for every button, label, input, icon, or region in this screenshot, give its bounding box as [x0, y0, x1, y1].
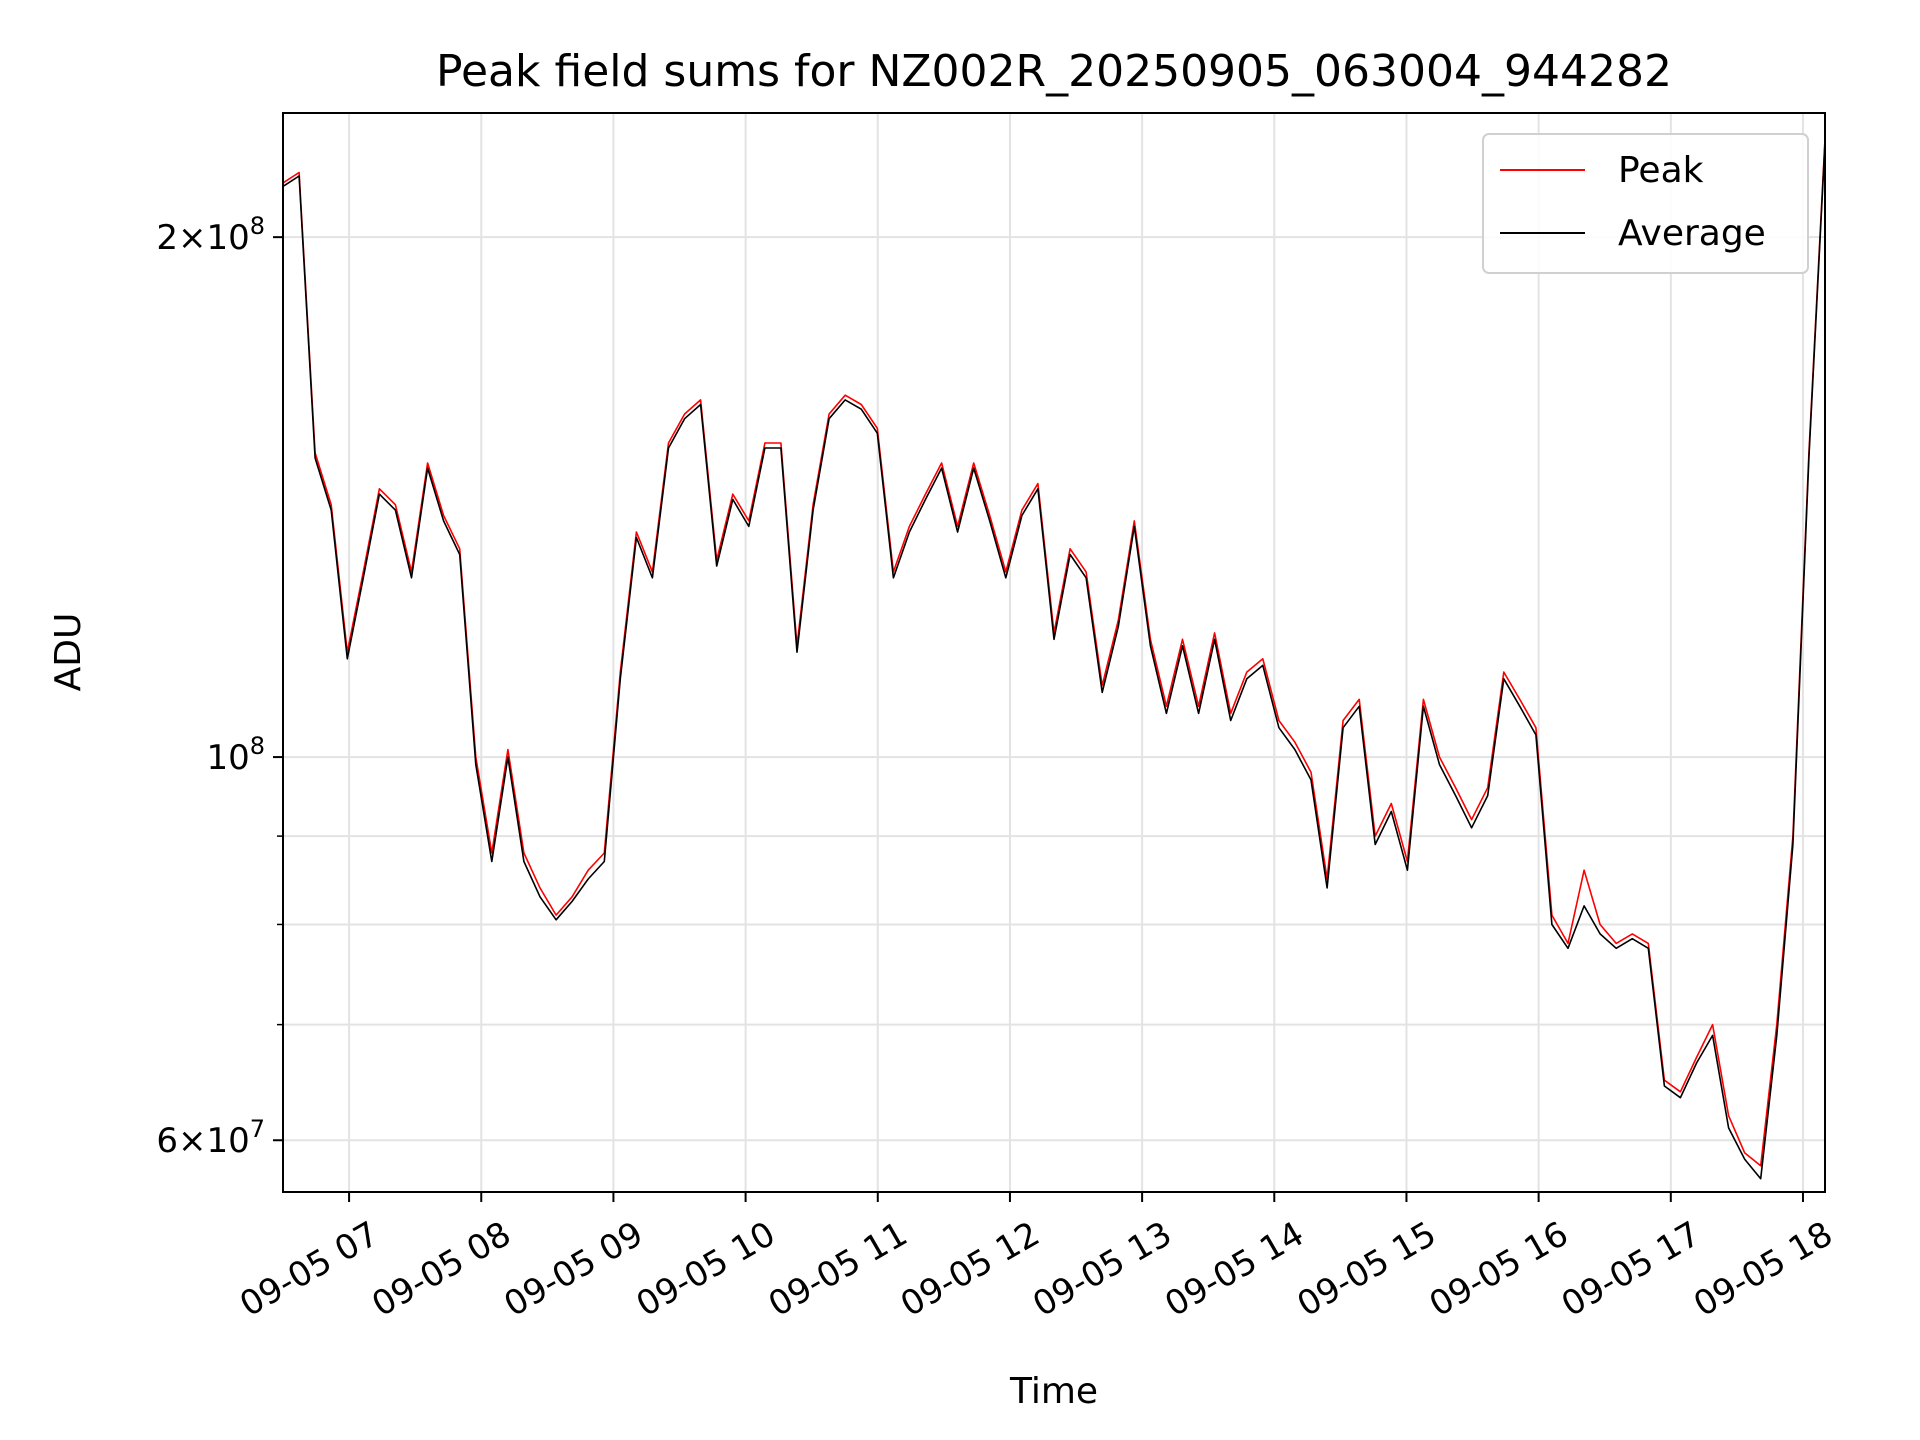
grid: [283, 113, 1825, 1192]
y-axis-ticks: 6×107 108 2×108: [156, 212, 283, 1161]
legend-label-average: Average: [1618, 213, 1766, 254]
y-axis-title: ADU: [48, 613, 89, 692]
y-tick-label: 6×107: [156, 1115, 265, 1161]
chart-title: Peak field sums for NZ002R_20250905_0630…: [436, 46, 1672, 97]
y-tick-label: 2×108: [156, 212, 265, 258]
series-line-average: [282, 142, 1826, 1180]
legend-box: [1482, 133, 1809, 274]
y-tick-label: 108: [206, 732, 265, 778]
x-axis-title: Time: [1009, 1371, 1098, 1412]
legend: Peak Average: [1482, 133, 1809, 274]
series-lines: [282, 138, 1826, 1180]
legend-label-peak: Peak: [1618, 150, 1704, 191]
plot-frame: [282, 112, 1826, 1193]
